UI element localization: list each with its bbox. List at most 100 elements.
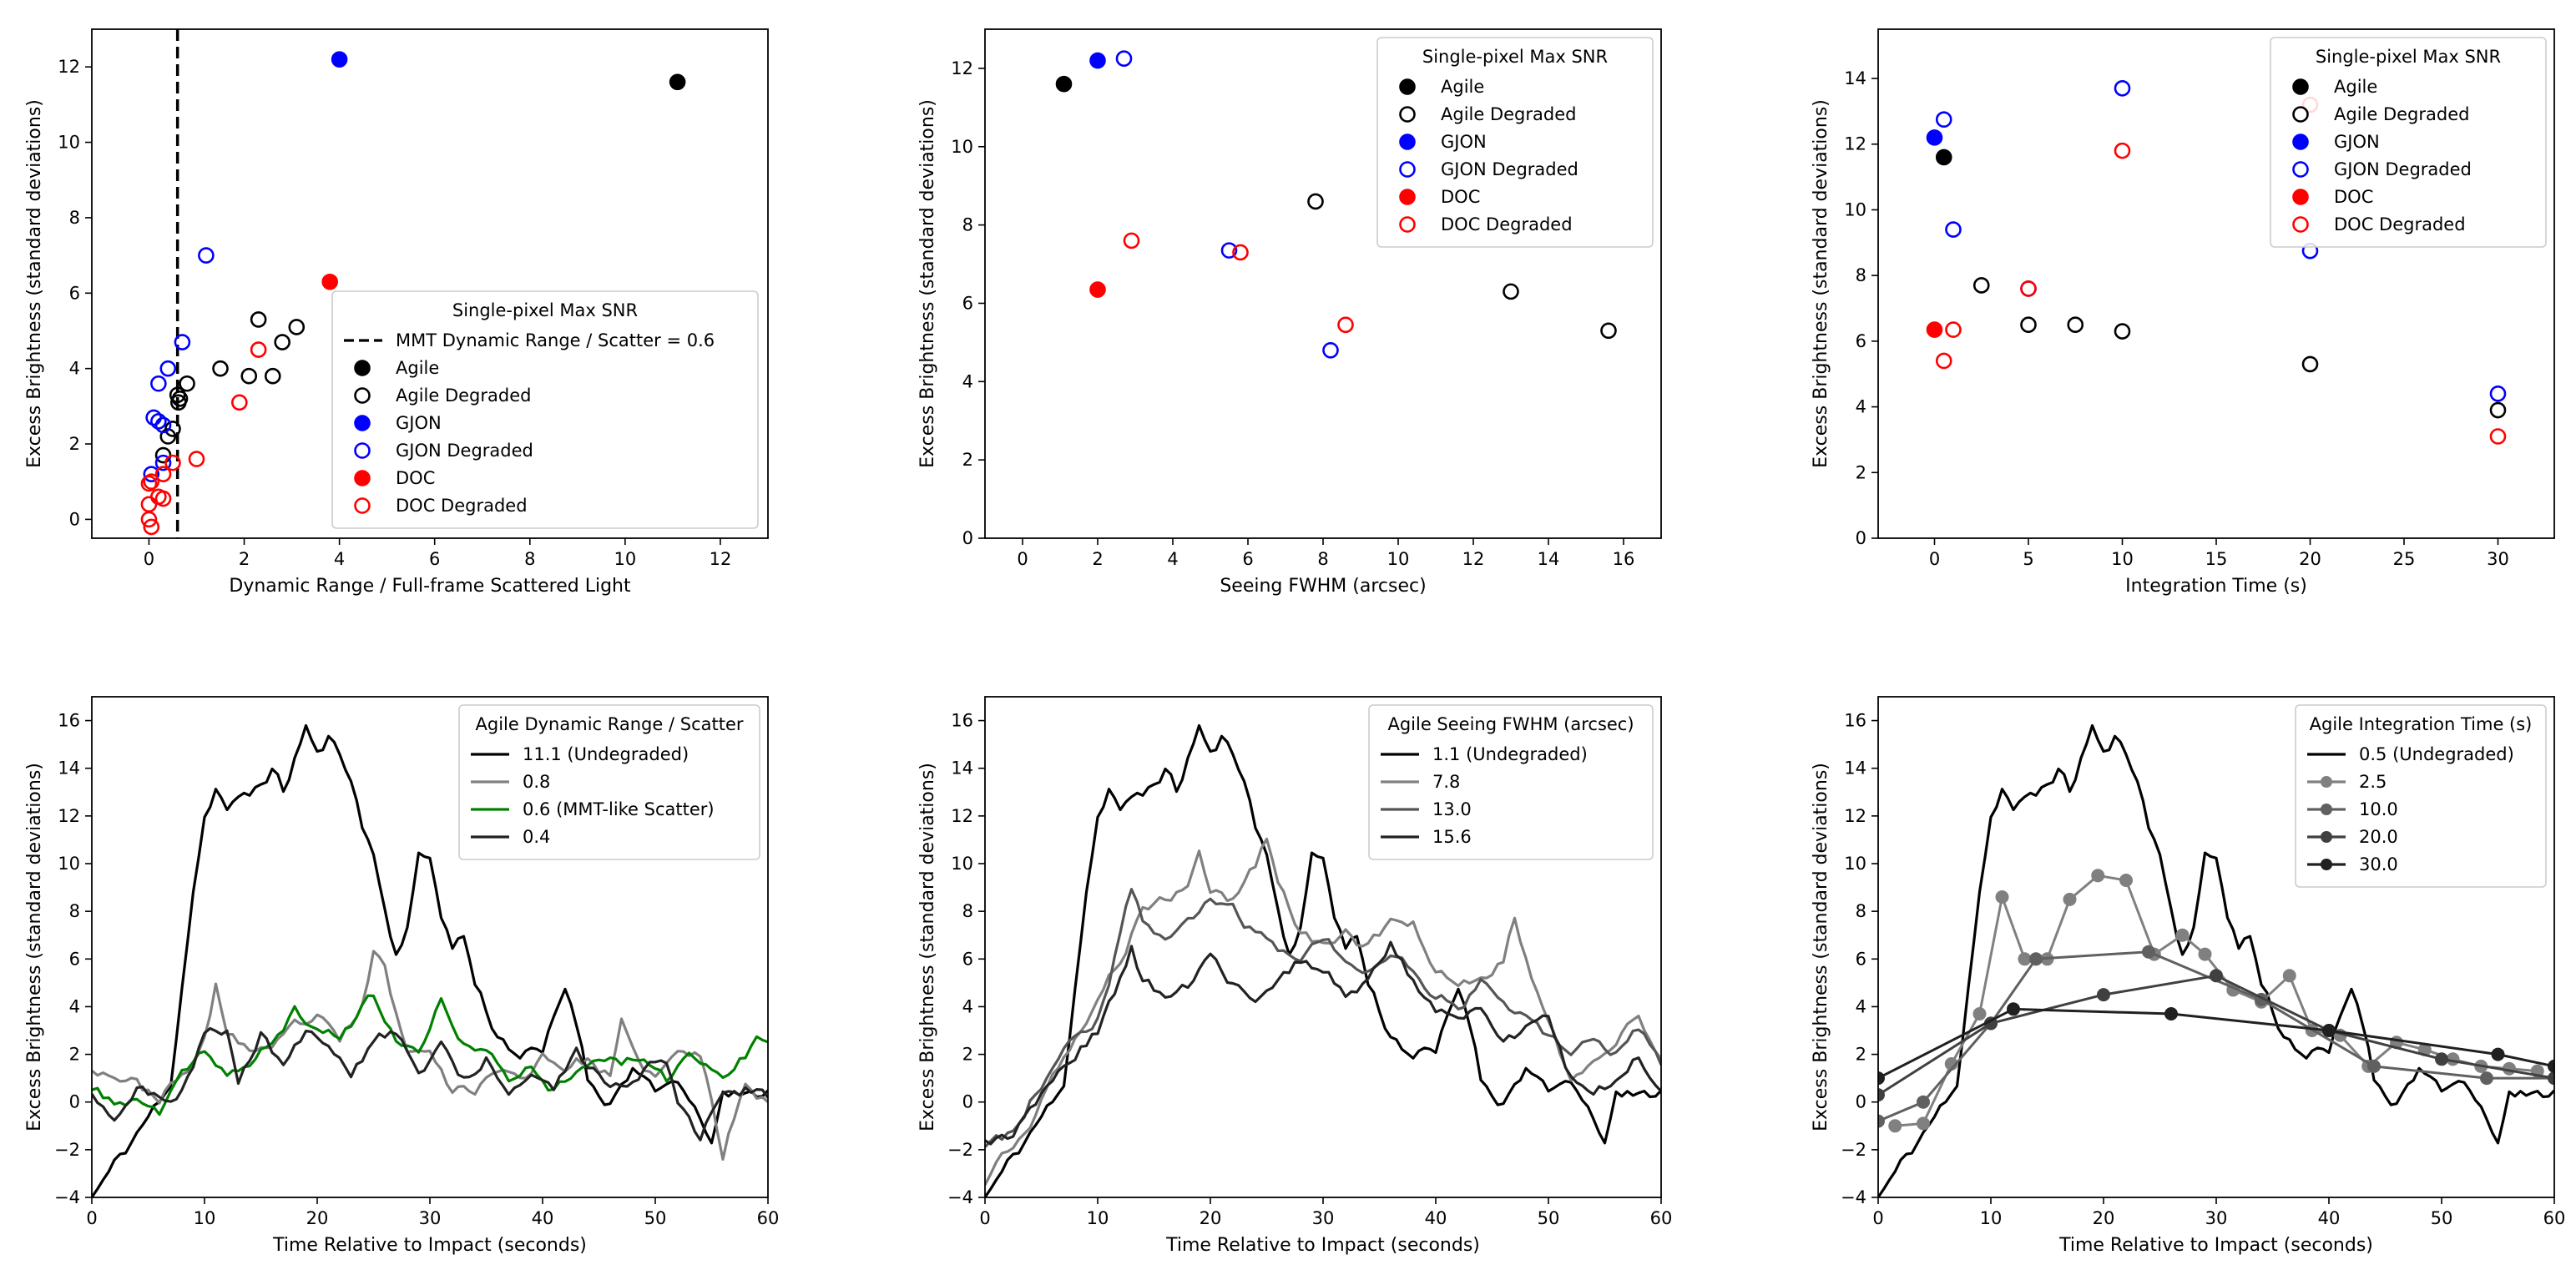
x-tick-label: 20 (1200, 1208, 1222, 1228)
y-axis-label: Excess Brightness (standard deviations) (917, 763, 938, 1131)
data-point (212, 360, 229, 377)
legend-title: Single-pixel Max SNR (1422, 47, 1608, 67)
chart-panel-p6: 0 10 20 30 40 50 60 −4 −2 0 2 4 6 8 10 12 14 16 Time Relat… (1811, 696, 2565, 1256)
legend-title: Agile Dynamic Range / Scatter (476, 714, 744, 734)
data-point (1935, 149, 1952, 166)
legend-label: 7.8 (1432, 772, 1460, 792)
x-axis-label: Dynamic Range / Full-frame Scattered Lig… (229, 576, 631, 597)
legend-marker (2321, 776, 2332, 788)
legend-title: Single-pixel Max SNR (2316, 47, 2501, 67)
data-point (154, 490, 172, 507)
legend-label: Agile (2334, 77, 2377, 97)
y-tick-label: 8 (962, 215, 973, 235)
data-point (288, 319, 306, 335)
series-marker (1917, 1116, 1930, 1131)
series-marker (2063, 892, 2077, 906)
data-point (140, 475, 158, 492)
series-marker (2175, 928, 2190, 942)
legend: Single-pixel Max SNR Agile Agile Degraded G… (1376, 37, 1654, 248)
series-marker (1878, 1114, 1885, 1128)
legend-label: GJON Degraded (1441, 159, 1578, 179)
x-tick-label: 30 (419, 1208, 442, 1228)
x-tick-label: 14 (1538, 549, 1560, 569)
x-axis-label: Time Relative to Impact (seconds) (1165, 1235, 1480, 1256)
x-tick-label: 6 (429, 549, 440, 569)
x-tick-label: 12 (1462, 549, 1485, 569)
series-marker (2119, 874, 2133, 887)
data-point (2020, 316, 2037, 333)
data-point (1503, 283, 1519, 300)
x-tick-label: 60 (1650, 1208, 1673, 1228)
legend-label: 0.8 (523, 772, 550, 792)
y-tick-label: 12 (1844, 806, 1866, 826)
data-point (1926, 321, 1943, 338)
x-tick-label: 0 (86, 1208, 97, 1228)
y-tick-label: 4 (962, 996, 973, 1016)
plot-area (1055, 50, 1617, 359)
legend-label: 15.6 (1432, 827, 1472, 847)
data-point (2020, 280, 2037, 297)
x-tick-label: 30 (2205, 1208, 2228, 1228)
legend-label: GJON (2334, 132, 2380, 152)
series-line (985, 723, 1661, 1197)
legend-marker (1399, 216, 1416, 233)
data-point (2114, 323, 2131, 340)
data-point (1945, 221, 1962, 238)
y-tick-label: 16 (1844, 711, 1866, 731)
data-point (154, 454, 172, 471)
x-tick-label: 40 (2318, 1208, 2341, 1228)
legend-label: 11.1 (Undegraded) (523, 744, 689, 764)
x-tick-label: 2 (1092, 549, 1103, 569)
legend-label: 0.6 (MMT-like Scatter) (523, 799, 715, 819)
legend-marker (2321, 831, 2332, 843)
x-tick-label: 40 (1425, 1208, 1447, 1228)
data-point (1220, 242, 1238, 259)
data-point (250, 341, 267, 358)
legend-label: GJON Degraded (396, 441, 533, 461)
y-tick-label: 8 (1856, 265, 1866, 285)
y-tick-label: 10 (951, 854, 973, 874)
legend-title: Agile Integration Time (s) (2310, 714, 2533, 734)
legend-frame (2270, 37, 2547, 248)
data-point (198, 247, 215, 264)
series-marker (2491, 1047, 2505, 1061)
y-tick-label: 10 (58, 854, 80, 874)
legend-marker (1399, 189, 1416, 205)
legend-label: GJON Degraded (2334, 159, 2472, 179)
y-axis-label: Excess Brightness (standard deviations) (1811, 763, 1831, 1131)
data-point (150, 375, 167, 392)
series-marker (2007, 1002, 2020, 1016)
x-tick-label: 10 (1087, 1208, 1109, 1228)
chart-panel-p1: 0 2 4 6 8 10 12 0 2 4 6 8 10 12 Dynamic Range / Full-f… (24, 28, 769, 597)
x-tick-label: 0 (1872, 1208, 1883, 1228)
data-point (321, 273, 339, 290)
legend-frame (458, 704, 760, 860)
data-point (2114, 80, 2131, 97)
legend-frame (2295, 704, 2547, 888)
x-tick-label: 60 (757, 1208, 780, 1228)
data-point (1055, 75, 1073, 93)
x-tick-label: 50 (1538, 1208, 1560, 1228)
y-tick-label: 12 (951, 806, 973, 826)
legend-marker (354, 415, 371, 431)
legend-marker (2292, 134, 2309, 150)
y-tick-label: 10 (951, 137, 973, 157)
x-tick-label: 15 (2205, 549, 2228, 569)
data-point (1089, 52, 1106, 69)
x-tick-label: 10 (1980, 1208, 2003, 1228)
x-tick-label: 50 (2431, 1208, 2453, 1228)
y-tick-label: 4 (1856, 996, 1866, 1016)
legend: Single-pixel Max SNR Agile Agile Degraded G… (2270, 37, 2547, 248)
y-tick-label: 0 (69, 509, 80, 529)
y-tick-label: 4 (1856, 397, 1866, 417)
series-line (1878, 1007, 2554, 1080)
data-point (159, 360, 177, 377)
data-point (2114, 142, 2131, 159)
series-line (92, 723, 768, 1197)
axes-frame (1877, 28, 2555, 539)
x-tick-label: 10 (614, 549, 637, 569)
y-tick-label: −2 (54, 1140, 80, 1160)
legend-marker (1399, 106, 1416, 123)
data-point (170, 394, 187, 411)
y-tick-label: 8 (1856, 901, 1866, 921)
